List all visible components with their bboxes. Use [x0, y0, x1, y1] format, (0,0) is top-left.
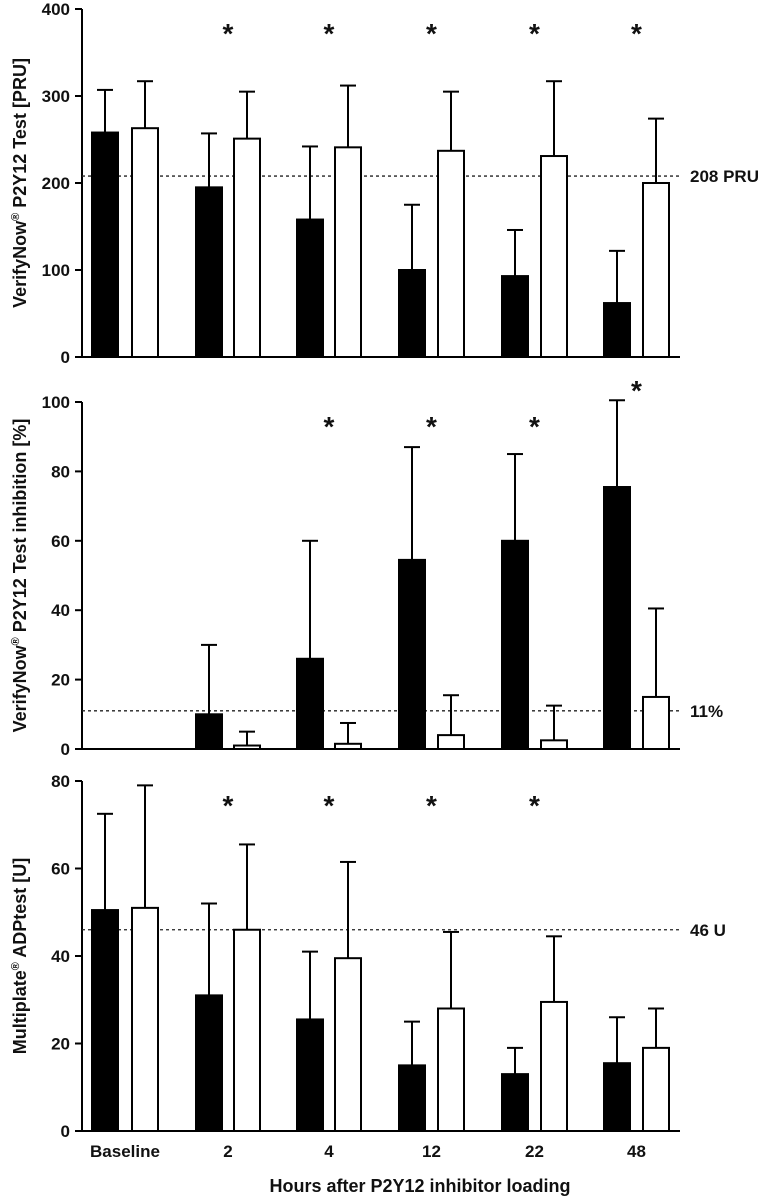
- chart-panel-2: 0 20 40 60 80 100 VerifyNow® P2Y12 Test inhibi…: [10, 375, 723, 759]
- x-tick-label: Baseline: [90, 1142, 160, 1161]
- y-tick-label: 40: [51, 947, 70, 966]
- bar-filled-22: [501, 275, 529, 358]
- y-tick-label: 300: [42, 87, 70, 106]
- bar-filled-22: [501, 539, 529, 750]
- significance-marker: *: [631, 18, 642, 49]
- bar-open-baseline: [131, 906, 159, 1132]
- chart-panel-3: 0 20 40 60 80 Multiplate® ADPtest [U] 46 U * * * *: [10, 772, 726, 1141]
- bar-filled-2: [195, 186, 223, 358]
- y-tick-label: 400: [42, 0, 70, 19]
- bar-filled-12: [398, 269, 426, 358]
- reference-label: 11%: [690, 702, 723, 721]
- y-tick-label: 0: [61, 740, 70, 759]
- significance-marker: *: [324, 790, 335, 821]
- x-tick-label: 2: [223, 1142, 232, 1161]
- reference-label: 46 U: [690, 921, 726, 940]
- y-tick-label: 80: [51, 772, 70, 791]
- y-tick-label: 80: [51, 462, 70, 481]
- significance-marker: *: [223, 790, 234, 821]
- bar-open-4: [334, 957, 362, 1132]
- x-axis-title: Hours after P2Y12 inhibitor loading: [269, 1176, 570, 1196]
- bar-open-2: [233, 137, 261, 358]
- registered-mark: ®: [10, 962, 22, 970]
- bar-open-12: [437, 1007, 465, 1132]
- chart-panel-1: 0 100 200 300 400 VerifyNow® P2Y12 Test [PRU]…: [10, 0, 759, 367]
- significance-marker: *: [529, 18, 540, 49]
- y-axis-title: Multiplate® ADPtest [U]: [10, 858, 30, 1054]
- bar-filled-4: [296, 657, 324, 751]
- bar-filled-4: [296, 218, 324, 358]
- bar-open-baseline: [131, 127, 159, 358]
- bar-filled-baseline: [91, 909, 119, 1132]
- bar-open-48: [642, 1046, 670, 1132]
- bar-open-22: [540, 1000, 568, 1132]
- bar-filled-4: [296, 1018, 324, 1132]
- significance-marker: *: [426, 18, 437, 49]
- bar-open-12: [437, 734, 465, 750]
- bar-open-2: [233, 928, 261, 1132]
- y-axis-title-tail: P2Y12 Test [PRU]: [10, 58, 30, 213]
- x-tick-label: 48: [627, 1142, 646, 1161]
- bar-open-22: [540, 739, 568, 751]
- y-tick-label: 0: [61, 1122, 70, 1141]
- y-tick-label: 100: [42, 261, 70, 280]
- bar-filled-12: [398, 558, 426, 751]
- y-axis-title-tail: P2Y12 Test inhibition [%]: [10, 419, 30, 638]
- bar-open-48: [642, 182, 670, 358]
- y-tick-label: 0: [61, 348, 70, 367]
- reference-label: 208 PRU: [690, 167, 759, 186]
- x-tick-label: 12: [422, 1142, 441, 1161]
- bar-open-2: [233, 744, 261, 751]
- y-axis-title-main: VerifyNow: [10, 644, 30, 732]
- y-tick-label: 20: [51, 671, 70, 690]
- bar-filled-48: [603, 486, 631, 750]
- bar-filled-12: [398, 1064, 426, 1132]
- registered-mark: ®: [10, 213, 22, 221]
- bar-open-12: [437, 149, 465, 358]
- bar-filled-baseline: [91, 131, 119, 358]
- y-axis-title-main: VerifyNow: [10, 220, 30, 308]
- significance-marker: *: [426, 411, 437, 442]
- significance-marker: *: [529, 790, 540, 821]
- significance-marker: *: [426, 790, 437, 821]
- y-axis-title-tail: ADPtest [U]: [10, 858, 30, 962]
- y-tick-label: 60: [51, 532, 70, 551]
- y-tick-label: 100: [42, 393, 70, 412]
- bar-filled-2: [195, 994, 223, 1132]
- bar-open-4: [334, 146, 362, 358]
- significance-marker: *: [324, 18, 335, 49]
- bar-filled-2: [195, 713, 223, 750]
- x-tick-label: 4: [324, 1142, 334, 1161]
- bar-filled-48: [603, 1062, 631, 1132]
- y-axis-title: VerifyNow® P2Y12 Test inhibition [%]: [10, 419, 30, 733]
- registered-mark: ®: [10, 637, 22, 645]
- y-tick-label: 20: [51, 1035, 70, 1054]
- bar-filled-48: [603, 302, 631, 358]
- x-tick-label: 22: [525, 1142, 544, 1161]
- y-axis-title: VerifyNow® P2Y12 Test [PRU]: [10, 58, 30, 308]
- significance-marker: *: [529, 411, 540, 442]
- bar-open-22: [540, 155, 568, 358]
- significance-marker: *: [324, 411, 335, 442]
- y-tick-label: 60: [51, 860, 70, 879]
- significance-marker: *: [631, 375, 642, 406]
- bar-filled-22: [501, 1073, 529, 1132]
- y-axis-title-main: Multiplate: [10, 970, 30, 1054]
- y-tick-label: 40: [51, 601, 70, 620]
- bar-open-48: [642, 695, 670, 751]
- bar-open-4: [334, 742, 362, 750]
- y-tick-label: 200: [42, 174, 70, 193]
- significance-marker: *: [223, 18, 234, 49]
